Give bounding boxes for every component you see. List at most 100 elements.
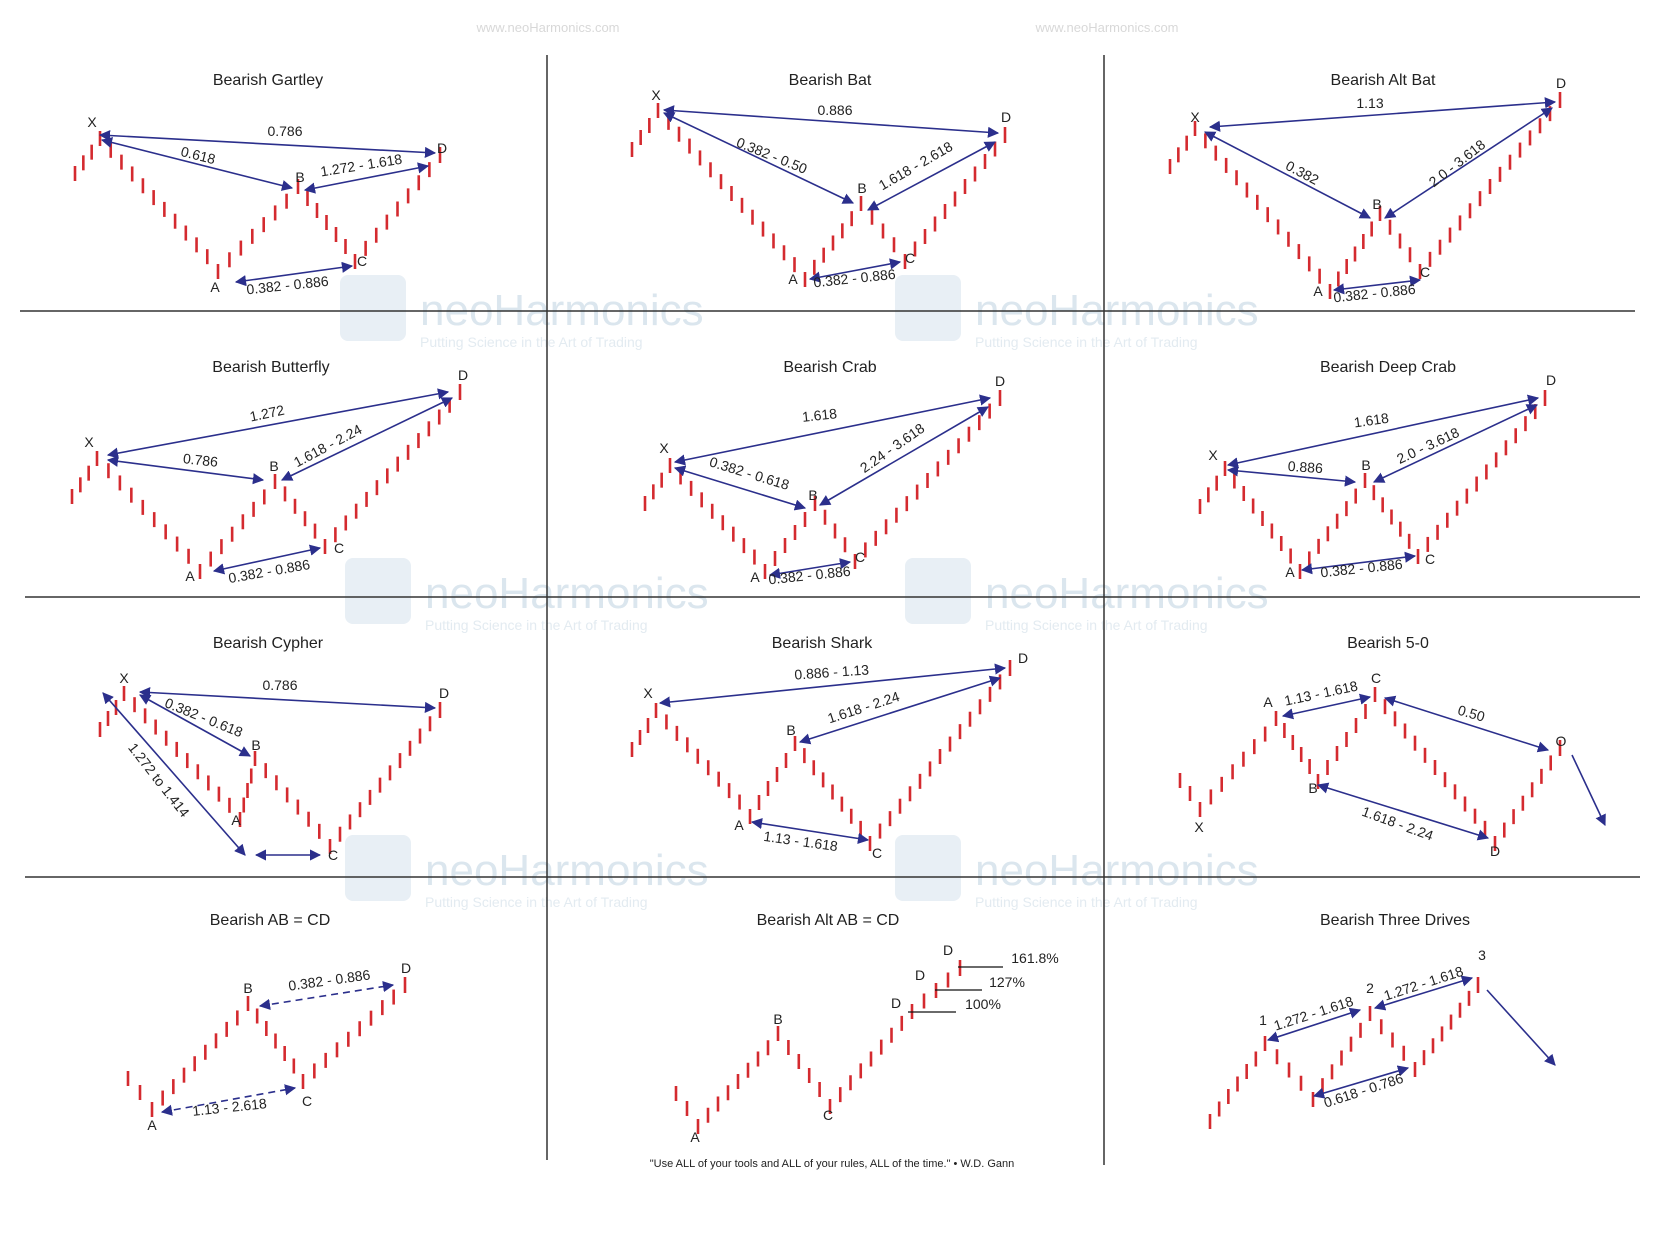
swing-point-label: X (1194, 819, 1204, 835)
fib-ratio-label: 0.786 (182, 450, 219, 470)
swing-point-label: X (659, 440, 669, 456)
swing-point-label: C (302, 1093, 312, 1109)
brand-tagline: Putting Science in the Art of Trading (425, 617, 648, 633)
pattern-title: Bearish AB = CD (210, 912, 331, 929)
ratio-arrow (768, 558, 852, 579)
pattern-title: Bearish Cypher (213, 635, 324, 652)
ratio-arrow (303, 162, 430, 194)
ratio-arrow (1204, 131, 1371, 219)
pattern-title: Bearish Three Drives (1320, 912, 1470, 929)
fib-ratio-label: 0.382 - 0.886 (1333, 281, 1417, 306)
swing-point-label: B (1308, 780, 1317, 796)
swing-point-label: A (788, 271, 798, 287)
ratio-arrow (280, 397, 454, 481)
brand-name: neoHarmonics (425, 569, 709, 618)
ratio-arrow (234, 261, 354, 287)
swing-point-label: C (823, 1107, 833, 1123)
brand-logo-icon (895, 835, 961, 901)
pattern-title: Bearish Butterfly (212, 359, 329, 376)
swing-point-label: A (734, 817, 744, 833)
ratio-arrow (1372, 404, 1539, 483)
swing-point-label: X (643, 685, 653, 701)
fib-ratio-label: 2.0 - 3.618 (1426, 136, 1489, 190)
brand-watermarks: neoHarmonics Putting Science in the Art … (340, 275, 1269, 910)
fib-ratio-label: 1.618 - 2.24 (825, 688, 901, 726)
fib-ratio-label: 0.50 (1456, 702, 1487, 725)
pattern-title: Bearish Deep Crab (1320, 359, 1456, 376)
fib-ratio-label: 0.886 (817, 102, 852, 118)
swing-point-label: B (786, 722, 795, 738)
fib-ratio-label: 1.272 - 1.618 (1272, 993, 1356, 1034)
gann-quote: "Use ALL of your tools and ALL of your r… (650, 1158, 1014, 1170)
pattern-title: Bearish Crab (783, 359, 876, 376)
brand-logo-icon (905, 558, 971, 624)
ratio-arrow (102, 692, 246, 856)
fib-ratio-label: 127% (989, 974, 1025, 990)
swing-point-label: X (119, 670, 129, 686)
fib-ratio-label: 0.382 - 0.50 (734, 134, 809, 177)
pattern-title: Bearish Alt AB = CD (757, 912, 900, 929)
swing-point-label: C (357, 253, 367, 269)
swing-point-label: A (185, 568, 195, 584)
swing-point-label: D (1490, 843, 1500, 859)
fib-ratio-label: 1.272 to 1.414 (125, 740, 193, 821)
ratio-arrow (819, 406, 989, 506)
swing-point-label: B (1361, 457, 1370, 473)
brand-tagline: Putting Science in the Art of Trading (975, 334, 1198, 350)
pattern-panel: Bearish Shark X A B C D 0.886 - 1.13 1.618 - 2.… (630, 635, 1028, 861)
swing-point-label: X (651, 87, 661, 103)
fib-ratio-label: 0.886 (1287, 458, 1323, 476)
swing-point-label: D (439, 685, 449, 701)
pattern-title: Bearish Shark (772, 635, 873, 652)
brand-watermark: neoHarmonics Putting Science in the Art … (345, 558, 709, 633)
swing-point-label: A (750, 569, 760, 585)
swing-point-label: A (1285, 564, 1295, 580)
brand-watermark: neoHarmonics Putting Science in the Art … (340, 275, 704, 350)
brand-tagline: Putting Science in the Art of Trading (425, 894, 648, 910)
ratio-arrow (1384, 107, 1553, 219)
swing-point-label: A (690, 1129, 700, 1145)
fib-ratio-label: 1.618 (1353, 410, 1390, 431)
brand-tagline: Putting Science in the Art of Trading (975, 894, 1198, 910)
swing-point-label: X (84, 434, 94, 450)
swing-point-label: O (1556, 733, 1567, 749)
swing-point-label: D (1018, 650, 1028, 666)
brand-logo-icon (895, 275, 961, 341)
swing-point-label: B (269, 458, 278, 474)
swing-point-label: 1 (1259, 1012, 1267, 1028)
pattern-title: Bearish Gartley (213, 72, 323, 89)
fib-ratio-label: 1.13 - 1.618 (1283, 677, 1360, 708)
swing-point-label: C (1425, 551, 1435, 567)
swing-point-label: B (295, 169, 304, 185)
swing-point-label: C (334, 540, 344, 556)
brand-watermark: neoHarmonics Putting Science in the Art … (905, 558, 1269, 633)
swing-point-label: D (458, 367, 468, 383)
url-watermark: www.neoHarmonics.com (1034, 20, 1178, 35)
fib-ratio-label: 1.272 (248, 402, 286, 425)
brand-logo-icon (345, 558, 411, 624)
brand-name: neoHarmonics (975, 846, 1259, 895)
pattern-title: Bearish Alt Bat (1331, 72, 1437, 89)
fib-ratio-label: 0.886 - 1.13 (794, 661, 870, 682)
swing-point-label: A (147, 1117, 157, 1133)
swing-point-label: B (857, 180, 866, 196)
ratio-arrow (1332, 275, 1422, 295)
swing-point-label: 3 (1478, 947, 1486, 963)
swing-point-label: B (251, 737, 260, 753)
brand-tagline: Putting Science in the Art of Trading (420, 334, 643, 350)
swing-point-label: D (915, 967, 925, 983)
fib-ratio-label: 0.382 - 0.886 (246, 273, 330, 298)
ratio-arrow (1226, 394, 1540, 469)
ratio-arrow (1226, 465, 1357, 487)
swing-point-label: C (328, 847, 338, 863)
swing-point-label: D (891, 995, 901, 1011)
ratio-arrow (100, 137, 294, 191)
fib-ratio-label: 0.382 - 0.618 (708, 454, 792, 493)
